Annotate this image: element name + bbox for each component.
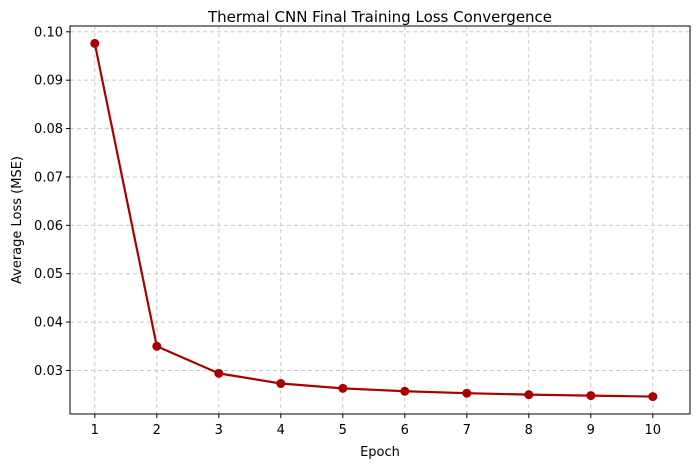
y-tick-label: 0.10	[34, 25, 63, 40]
data-point	[648, 392, 658, 402]
x-tick-label: 2	[153, 423, 161, 438]
data-point	[400, 386, 410, 396]
x-tick-label: 10	[645, 423, 662, 438]
y-tick-label: 0.04	[34, 316, 63, 331]
data-point	[462, 388, 472, 398]
data-point	[586, 391, 596, 401]
x-tick-label: 1	[91, 423, 99, 438]
y-tick-label: 0.08	[34, 122, 63, 137]
data-point	[524, 390, 534, 400]
data-point	[214, 368, 224, 378]
x-tick-label: 6	[401, 423, 409, 438]
x-tick-label: 3	[215, 423, 223, 438]
chart-title: Thermal CNN Final Training Loss Converge…	[207, 8, 552, 26]
y-tick-label: 0.07	[34, 170, 63, 185]
x-tick-label: 8	[525, 423, 533, 438]
data-point	[338, 383, 348, 393]
data-point	[276, 379, 286, 389]
plot-area-frame	[69, 25, 691, 415]
series-group	[90, 38, 658, 402]
y-axis-label: Average Loss (MSE)	[10, 156, 25, 284]
y-tick-label: 0.09	[34, 74, 63, 89]
x-axis-label: Epoch	[360, 445, 400, 460]
y-axis-ticks: 0.03 0.04 0.05 0.06 0.07 0.08 0.09 0.10	[34, 25, 70, 379]
series-line	[93, 43, 653, 398]
x-axis-ticks: 1 2 3 4 5 6 7 8 9 10	[91, 414, 661, 438]
x-tick-label: 9	[587, 423, 595, 438]
y-tick-label: 0.05	[34, 267, 63, 282]
y-tick-label: 0.03	[34, 364, 63, 379]
x-tick-label: 4	[277, 423, 285, 438]
data-point	[152, 341, 162, 351]
grid-lines	[70, 26, 690, 414]
x-tick-label: 5	[339, 423, 347, 438]
data-point	[90, 38, 100, 48]
y-tick-label: 0.06	[34, 219, 63, 234]
x-tick-label: 7	[463, 423, 471, 438]
